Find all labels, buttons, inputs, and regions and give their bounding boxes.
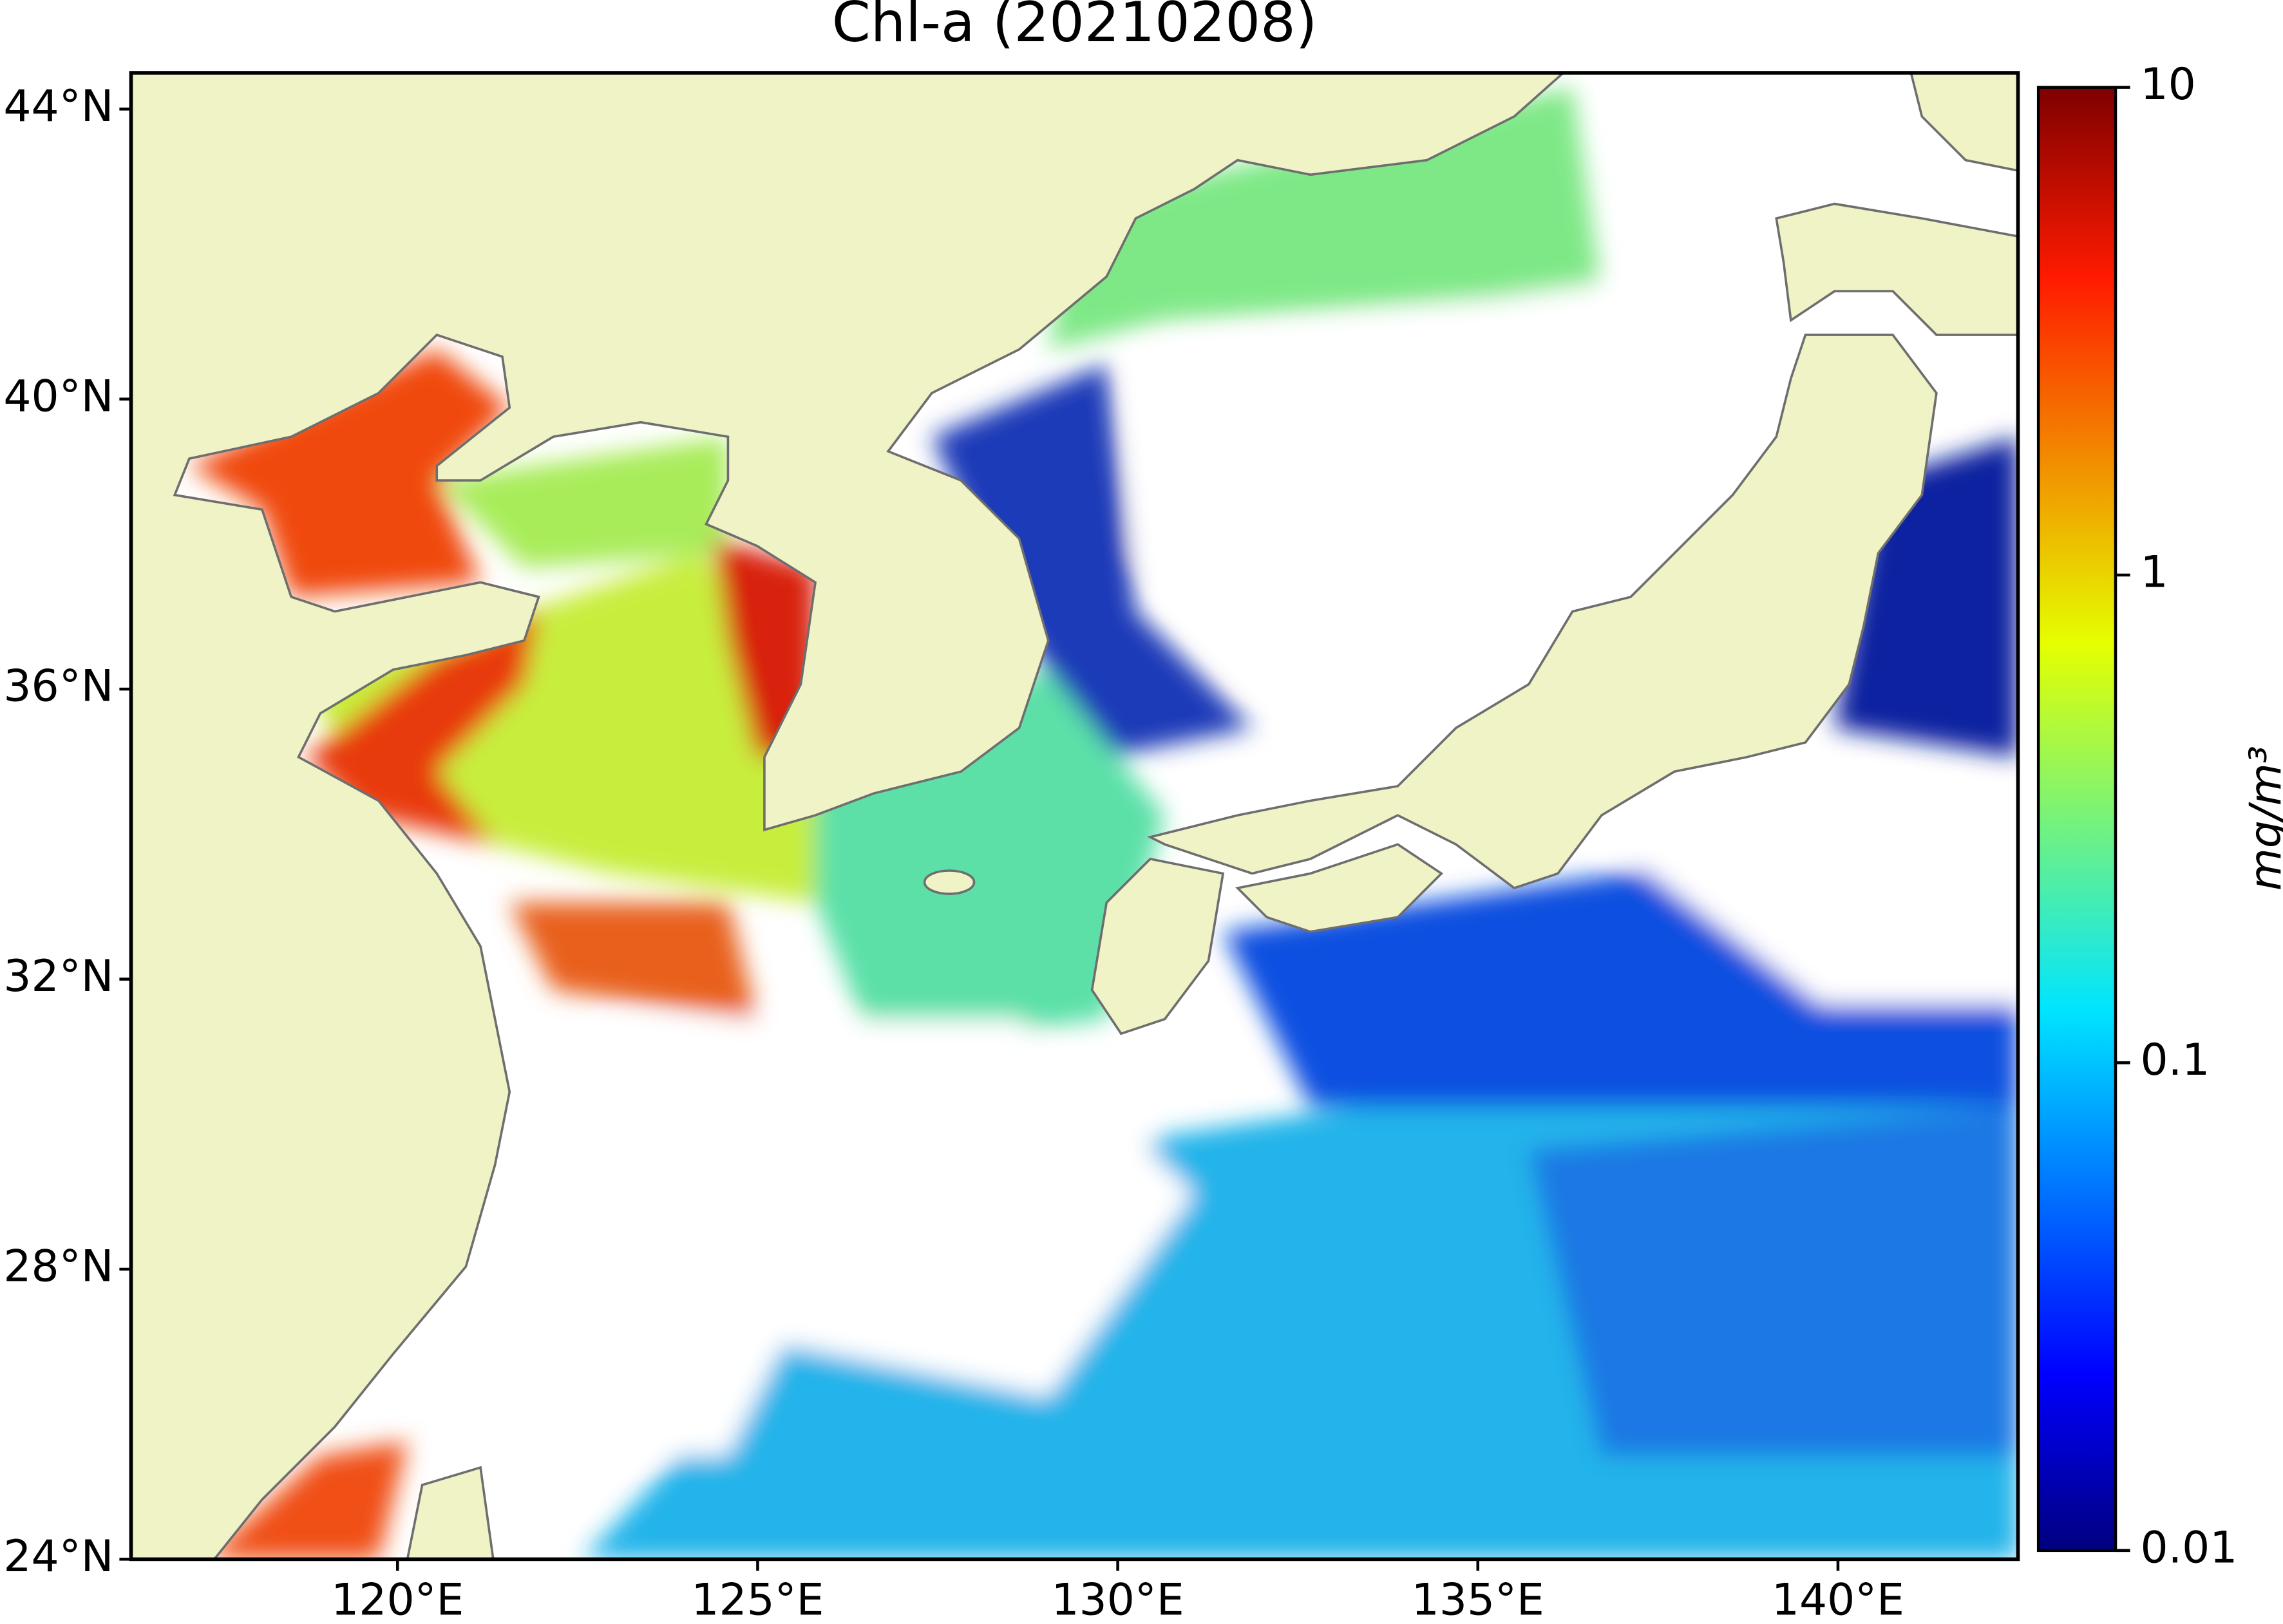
chl-japan-sea-west (931, 364, 1253, 757)
chl-changjiang-plume (509, 902, 757, 1019)
chl-korea-west (713, 538, 816, 757)
chl-japan-sea-north (1048, 87, 1602, 350)
y-tick-label: 40°N (3, 370, 113, 421)
y-tick-label: 44°N (3, 80, 113, 131)
colorbar-tick-label: 1 (2140, 547, 2168, 598)
chlorophyll-field (189, 87, 2018, 1560)
land-sakhalin (1909, 73, 2018, 172)
colorbar-tick-label: 0.01 (2140, 1522, 2237, 1572)
map-area (131, 73, 2018, 1560)
x-tick-label: 130°E (1052, 1574, 1184, 1624)
land (131, 73, 2018, 1560)
y-tick-label: 24°N (3, 1531, 113, 1582)
chl-bohai (189, 349, 510, 597)
chart-title: Chl-a (20210208) (832, 0, 1318, 55)
chl-taiwan-strait (204, 1441, 408, 1560)
colorbar-tick-label: 10 (2140, 59, 2195, 109)
colorbar-tick-label: 0.1 (2140, 1034, 2210, 1085)
chl-pacific-blue (1528, 1106, 2018, 1456)
y-tick-label: 36°N (3, 661, 113, 712)
land-taiwan (406, 1466, 495, 1560)
y-tick-label: 28°N (3, 1241, 113, 1292)
colorbar-label: mg/m³ (2240, 746, 2283, 891)
map-frame (129, 71, 2020, 1562)
land-mainland (131, 73, 1566, 1560)
x-tick-label: 135°E (1412, 1574, 1544, 1624)
x-tick-label: 125°E (691, 1574, 824, 1624)
chl-jiangsu-coast (305, 611, 539, 845)
land-jeju (923, 869, 976, 895)
cloud-south (480, 1252, 816, 1456)
land-hokkaido (1775, 202, 2018, 336)
colorbar (2036, 86, 2117, 1553)
land-shikoku (1235, 843, 1444, 933)
chl-yellow-sea-north (437, 437, 728, 568)
x-tick-label: 120°E (331, 1574, 464, 1624)
cloud-east-china-sea (524, 1019, 1194, 1398)
land-kyushu (1090, 857, 1225, 1035)
land-honshu (1146, 334, 1938, 890)
y-tick-label: 32°N (3, 950, 113, 1001)
x-tick-label: 140°E (1772, 1574, 1904, 1624)
cloud-pacific (1572, 815, 2018, 1005)
